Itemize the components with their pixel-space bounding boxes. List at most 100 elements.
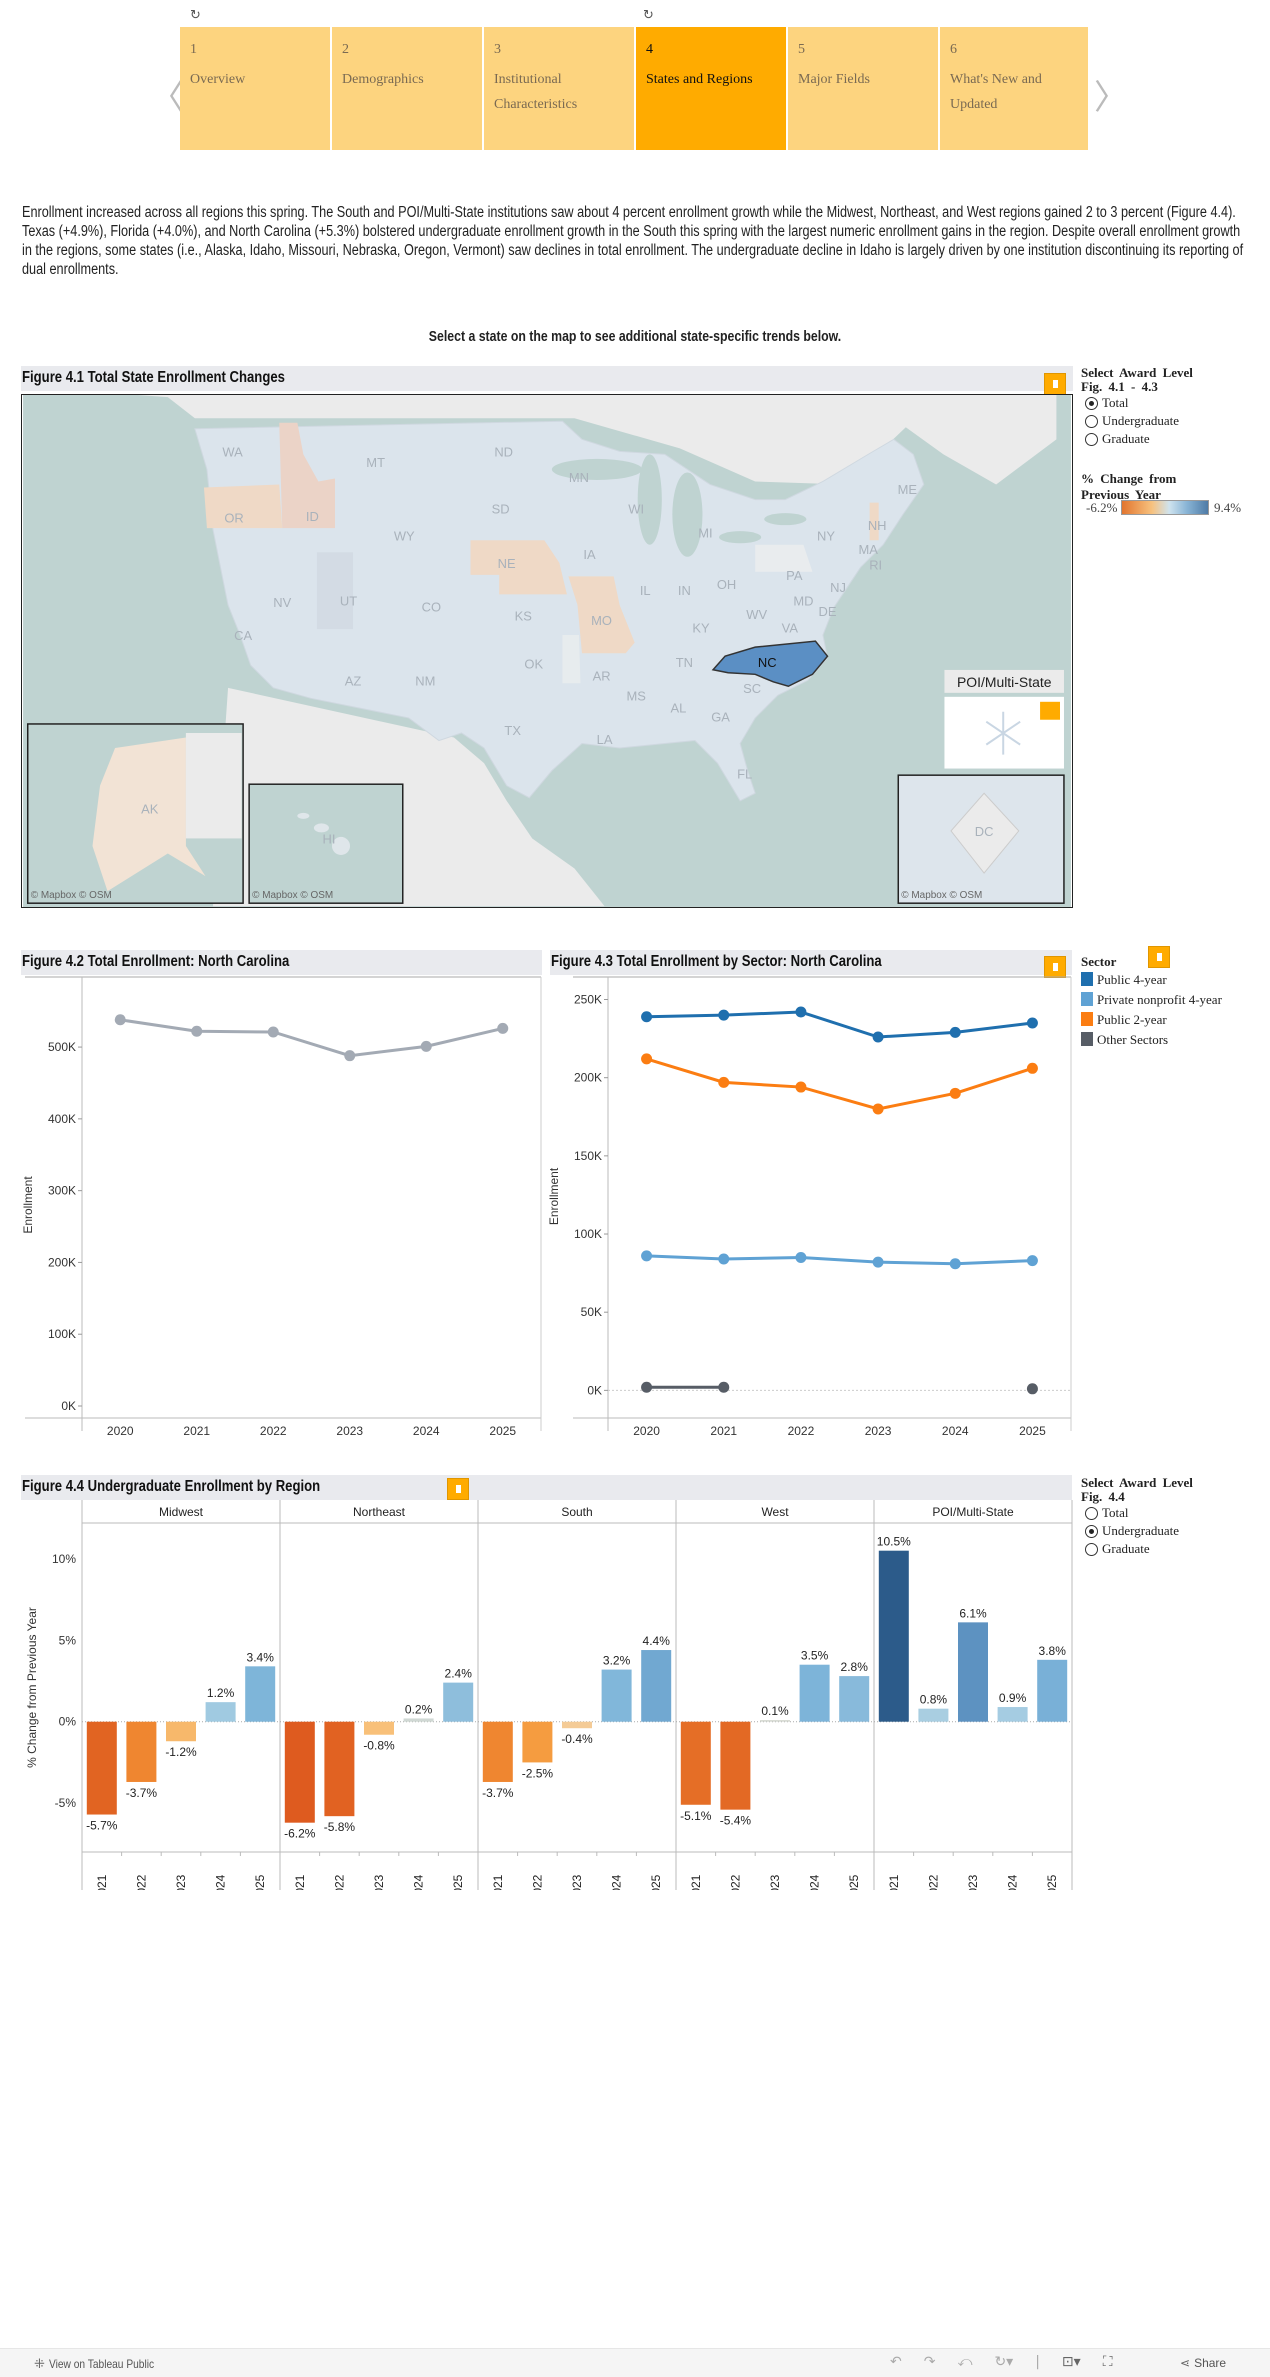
reload-icon[interactable]: ↻	[190, 8, 201, 23]
state-label-ar[interactable]: AR	[593, 669, 611, 684]
radio-graduate[interactable]: Graduate	[1085, 1540, 1193, 1558]
download-icon[interactable]: ⊡▾	[1061, 2354, 1081, 2370]
state-label-co[interactable]: CO	[422, 599, 441, 614]
state-label-ne[interactable]: NE	[498, 556, 516, 571]
story-tab-states-regions[interactable]: 4 States and Regions	[636, 27, 786, 150]
state-label-wi[interactable]: WI	[628, 502, 644, 517]
share-button[interactable]: ⋖ Share	[1180, 2356, 1226, 2370]
state-label-nd[interactable]: ND	[494, 444, 513, 459]
state-label-az[interactable]: AZ	[345, 673, 362, 688]
state-label-ia[interactable]: IA	[583, 547, 596, 562]
story-tab-whats-new[interactable]: 6 What's New and Updated	[940, 27, 1088, 150]
state-label-tn[interactable]: TN	[676, 655, 693, 670]
legend-item[interactable]: Public 4-year	[1081, 972, 1222, 992]
help-icon[interactable]	[1044, 373, 1066, 395]
state-label-sd[interactable]: SD	[492, 502, 510, 517]
state-label-or[interactable]: OR	[224, 511, 243, 526]
state-label-in[interactable]: IN	[678, 583, 691, 598]
state-label-mi[interactable]: MI	[698, 526, 712, 541]
state-label-ga[interactable]: GA	[711, 709, 730, 724]
legend-item[interactable]: Other Sectors	[1081, 1032, 1222, 1052]
data-point	[795, 1081, 807, 1093]
state-label-ri[interactable]: RI	[869, 557, 882, 572]
radio-total[interactable]: Total	[1085, 1504, 1193, 1522]
state-label-ak[interactable]: AK	[141, 801, 159, 816]
story-tab-major-fields[interactable]: 5 Major Fields	[788, 27, 938, 150]
fullscreen-icon[interactable]: ⛶	[1102, 2354, 1113, 2370]
state-label-nh[interactable]: NH	[868, 518, 887, 533]
state-label-va[interactable]: VA	[782, 621, 799, 636]
state-label-mo[interactable]: MO	[591, 613, 612, 628]
data-point	[1026, 1017, 1038, 1029]
state-label-wy[interactable]: WY	[394, 529, 415, 544]
map-hint: Select a state on the map to see additio…	[428, 328, 842, 345]
state-label-nc[interactable]: NC	[758, 655, 777, 670]
legend-label: Public 2-year	[1097, 1012, 1167, 1027]
radio-total[interactable]: Total	[1085, 394, 1193, 412]
filter-title: Select Award Level	[1081, 1475, 1193, 1490]
x-tick-label: 2022	[332, 1874, 346, 1890]
state-label-ny[interactable]: NY	[817, 529, 835, 544]
refresh-icon[interactable]: ↻▾	[994, 2354, 1014, 2370]
state-label-il[interactable]: IL	[640, 583, 651, 598]
story-tab-institutional[interactable]: 3 Institutional Characteristics	[484, 27, 634, 150]
state-label-id[interactable]: ID	[306, 509, 319, 524]
bar-label: 6.1%	[959, 1606, 987, 1620]
data-point	[872, 1256, 884, 1268]
state-label-la[interactable]: LA	[597, 732, 613, 747]
bar-label: 3.4%	[247, 1650, 275, 1664]
state-label-ma[interactable]: MA	[858, 542, 878, 557]
chevron-left-icon[interactable]: 〈	[150, 78, 184, 118]
state-label-sc[interactable]: SC	[743, 681, 761, 696]
view-on-tableau-link[interactable]: ⁜ View on Tableau Public	[34, 2356, 173, 2372]
x-tick-label: 2021	[689, 1874, 703, 1890]
help-icon[interactable]	[447, 1478, 469, 1500]
redo-icon[interactable]: ↷	[923, 2354, 936, 2370]
state-label-ks[interactable]: KS	[515, 609, 533, 624]
state-label-de[interactable]: DE	[818, 604, 836, 619]
state-label-md[interactable]: MD	[793, 593, 813, 608]
state-label-ms[interactable]: MS	[627, 688, 647, 703]
state-label-wv[interactable]: WV	[746, 607, 767, 622]
x-tick-label: 2021	[293, 1874, 307, 1890]
state-label-dc[interactable]: DC	[975, 824, 994, 839]
state-label-me[interactable]: ME	[898, 482, 918, 497]
radio-undergraduate[interactable]: Undergraduate	[1085, 1522, 1193, 1540]
reload-icon[interactable]: ↻	[643, 8, 654, 23]
help-icon[interactable]	[1044, 956, 1066, 978]
radio-undergraduate[interactable]: Undergraduate	[1085, 412, 1193, 430]
radio-graduate[interactable]: Graduate	[1085, 430, 1193, 448]
state-label-fl[interactable]: FL	[737, 767, 752, 782]
state-label-mt[interactable]: MT	[366, 455, 385, 470]
state-label-wa[interactable]: WA	[222, 444, 243, 459]
state-label-nv[interactable]: NV	[273, 595, 291, 610]
state-label-ok[interactable]: OK	[524, 657, 543, 672]
chevron-right-icon[interactable]: 〉	[1094, 78, 1128, 118]
state-label-al[interactable]: AL	[670, 700, 686, 715]
legend-item[interactable]: Private nonprofit 4-year	[1081, 992, 1222, 1012]
help-icon[interactable]	[1148, 946, 1170, 968]
state-label-hi[interactable]: HI	[322, 831, 335, 846]
state-label-tx[interactable]: TX	[504, 723, 521, 738]
data-point	[718, 1381, 730, 1393]
state-label-mn[interactable]: MN	[569, 470, 589, 485]
state-label-ca[interactable]: CA	[234, 628, 252, 643]
state-label-ut[interactable]: UT	[340, 593, 357, 608]
tab-label: Institutional Characteristics	[494, 72, 578, 112]
undo-icon[interactable]: ↶	[890, 2354, 902, 2370]
radio-label: Total	[1102, 395, 1129, 410]
award-level-filter-44: Select Award Level Fig. 4.4 Total Underg…	[1081, 1476, 1193, 1558]
state-label-ky[interactable]: KY	[692, 621, 710, 636]
legend-item[interactable]: Public 2-year	[1081, 1012, 1222, 1032]
legend-label: Other Sectors	[1097, 1032, 1169, 1047]
poi-multistate-label[interactable]: POI/Multi-State	[957, 674, 1052, 690]
state-label-nj[interactable]: NJ	[830, 580, 846, 595]
x-tick-label: 2022	[728, 1874, 742, 1890]
state-label-nm[interactable]: NM	[415, 673, 435, 688]
story-tab-overview[interactable]: 1 Overview	[180, 27, 330, 150]
state-label-pa[interactable]: PA	[786, 568, 803, 583]
state-label-oh[interactable]: OH	[717, 577, 736, 592]
revert-icon[interactable]: ⤺	[957, 2354, 973, 2370]
story-tab-demographics[interactable]: 2 Demographics	[332, 27, 482, 150]
